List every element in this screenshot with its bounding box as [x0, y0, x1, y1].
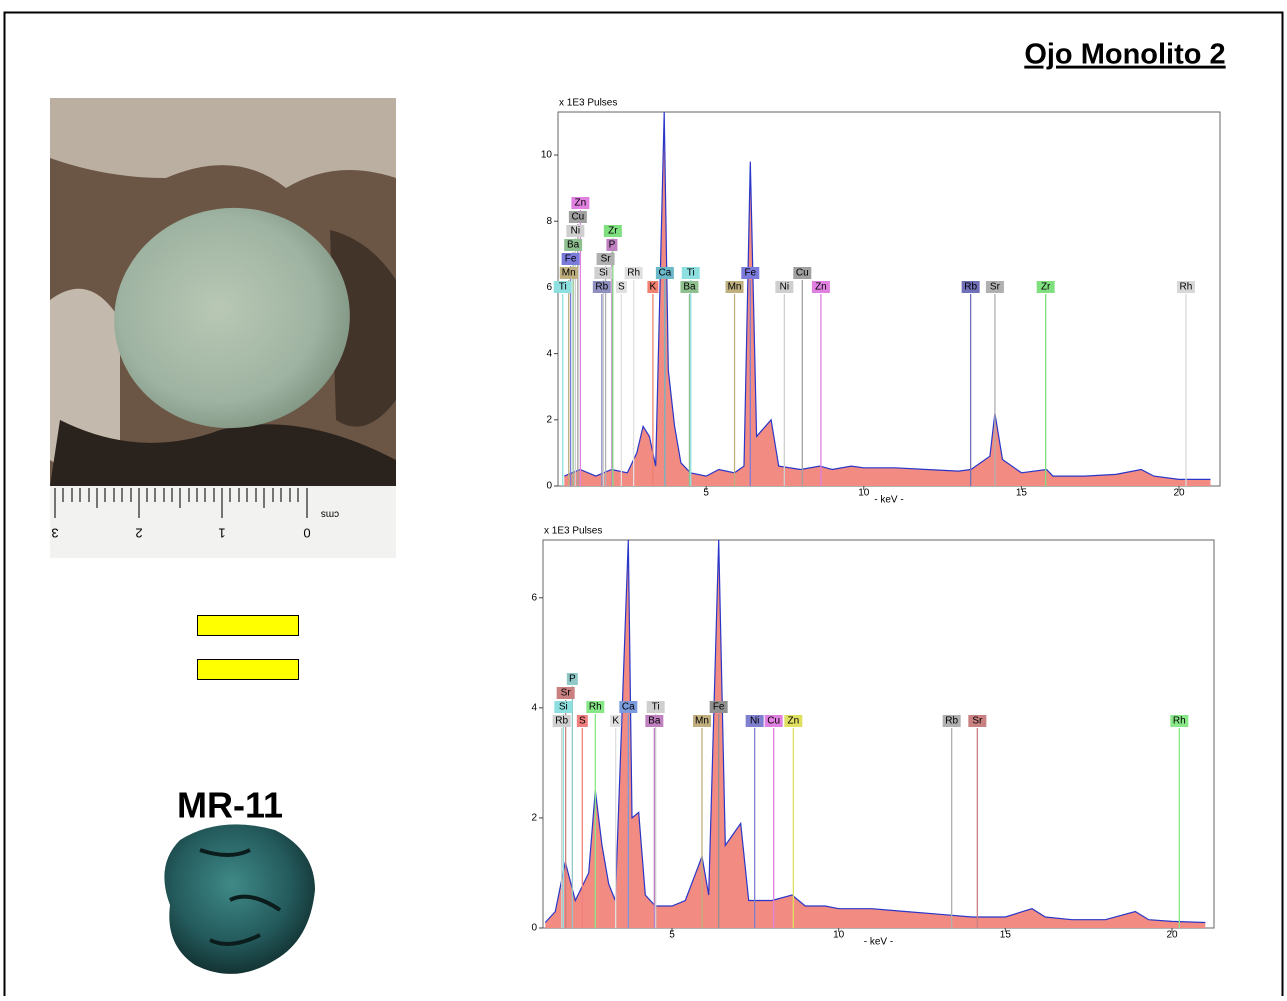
- element-label: Ca: [622, 702, 635, 713]
- element-label: Ni: [780, 282, 789, 293]
- element-label: Mn: [695, 716, 709, 727]
- x-axis-label: - keV -: [864, 937, 893, 948]
- element-label: Mn: [562, 268, 576, 279]
- element-label: Ti: [687, 268, 695, 279]
- element-label: Zn: [787, 716, 799, 727]
- x-tick-label: 10: [858, 488, 870, 499]
- x-tick-label: 5: [703, 488, 709, 499]
- element-label: Zn: [575, 198, 587, 209]
- ruler-label: 2: [135, 526, 142, 541]
- element-label: Rh: [1173, 716, 1186, 727]
- element-label: Cu: [571, 212, 584, 223]
- ruler-label: 3: [51, 526, 58, 541]
- x-axis-label: - keV -: [874, 495, 903, 506]
- y-tick-label: 2: [531, 813, 537, 824]
- x-tick-label: 15: [1000, 930, 1012, 941]
- x-tick-label: 15: [1016, 488, 1028, 499]
- element-label: Rh: [589, 702, 602, 713]
- y-axis-label: x 1E3 Pulses: [559, 98, 617, 109]
- element-label: Rb: [945, 716, 958, 727]
- element-label: Sr: [972, 716, 983, 727]
- x-tick-label: 5: [669, 930, 675, 941]
- y-tick-label: 0: [546, 481, 552, 492]
- element-label: K: [650, 282, 657, 293]
- y-tick-label: 6: [546, 282, 552, 293]
- element-label: Sr: [561, 688, 572, 699]
- element-label: Cu: [767, 716, 780, 727]
- x-tick-label: 20: [1173, 488, 1185, 499]
- element-label: Ti: [559, 282, 567, 293]
- element-label: Rh: [627, 268, 640, 279]
- element-label: S: [618, 282, 625, 293]
- element-label: Ni: [571, 226, 580, 237]
- element-label: Rb: [964, 282, 977, 293]
- y-tick-label: 0: [531, 923, 537, 934]
- element-label: Mn: [728, 282, 742, 293]
- y-tick-label: 6: [531, 592, 537, 603]
- y-tick-label: 8: [546, 216, 552, 227]
- ruler-label: 0: [303, 526, 310, 541]
- element-label: Ca: [658, 268, 671, 279]
- element-label: Fe: [565, 254, 577, 265]
- element-label: Rh: [1180, 282, 1193, 293]
- element-label: Ba: [683, 282, 696, 293]
- ruler-unit: cms: [321, 508, 339, 519]
- element-label: K: [612, 716, 619, 727]
- element-label: Ba: [648, 716, 661, 727]
- element-label: Si: [559, 702, 568, 713]
- sample-photo: [50, 98, 396, 558]
- element-label: Fe: [744, 268, 756, 279]
- ruler-label: 1: [218, 526, 225, 541]
- element-label: Zr: [608, 226, 618, 237]
- element-label: Ba: [567, 240, 580, 251]
- sample-label: MR-11: [177, 785, 283, 826]
- y-axis-label: x 1E3 Pulses: [544, 526, 602, 537]
- x-tick-label: 10: [833, 930, 845, 941]
- element-label: Si: [599, 268, 608, 279]
- element-label: P: [609, 240, 616, 251]
- element-label: Rb: [555, 716, 568, 727]
- slide-title: Ojo Monolito 2: [1024, 39, 1225, 71]
- element-label: Ni: [750, 716, 759, 727]
- slide: Ojo Monolito 2 cms 0 1 2 3 MR-11 x 1E3 P…: [0, 0, 1287, 996]
- element-label: Cu: [796, 268, 809, 279]
- element-label: P: [569, 674, 576, 685]
- element-label: Ti: [652, 702, 660, 713]
- y-tick-label: 4: [531, 702, 537, 713]
- element-label: Fe: [713, 702, 725, 713]
- y-tick-label: 4: [546, 348, 552, 359]
- element-label: S: [579, 716, 586, 727]
- element-label: Zr: [1041, 282, 1051, 293]
- element-label: Zn: [815, 282, 827, 293]
- highlight-box: [198, 660, 299, 680]
- x-tick-label: 20: [1166, 930, 1178, 941]
- element-label: Sr: [601, 254, 612, 265]
- y-tick-label: 2: [546, 414, 552, 425]
- y-tick-label: 10: [541, 150, 553, 161]
- sample-rock: [164, 824, 315, 974]
- element-label: Rb: [595, 282, 608, 293]
- element-label: Sr: [990, 282, 1001, 293]
- highlight-box: [198, 616, 299, 636]
